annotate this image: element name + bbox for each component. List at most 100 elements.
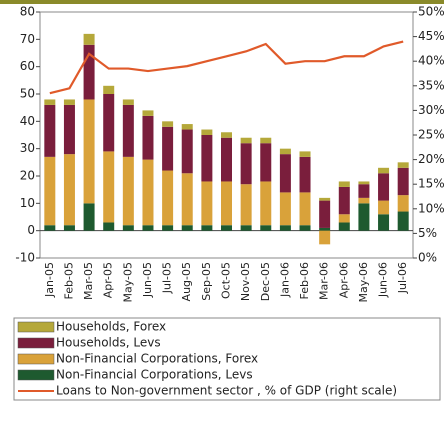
bar-segment (299, 192, 311, 226)
bar-segment (122, 156, 134, 226)
y-tick-label: 0 (27, 223, 35, 237)
y2-tick-label: 10% (418, 201, 444, 215)
x-tick-label: Jan-06 (278, 262, 291, 298)
bar-segment (63, 154, 75, 226)
bar-segment (338, 214, 350, 223)
legend-label: Households, Levs (56, 336, 161, 350)
bar-segment (44, 99, 56, 105)
bar-segment (122, 99, 134, 105)
bar-segment (240, 137, 252, 144)
x-tick-label: Sep-05 (200, 262, 213, 301)
legend-swatch (17, 369, 55, 381)
bar-segment (397, 195, 409, 212)
bar-segment (338, 181, 350, 187)
legend-swatch (17, 321, 55, 333)
bar-segment (181, 225, 193, 231)
bar-segment (221, 137, 232, 182)
y2-tick-label: 45% (418, 29, 444, 43)
bar-segment (201, 135, 213, 182)
bar-segment (44, 225, 56, 231)
bar-segment (260, 181, 272, 226)
top-strip (0, 0, 444, 4)
y-tick-label: 10 (20, 196, 35, 210)
y-tick-label: -10 (15, 251, 35, 265)
bar-segment (279, 192, 291, 226)
x-tick-label: Nov-05 (239, 262, 252, 301)
y2-tick-label: 30% (418, 103, 444, 117)
bar-segment (260, 143, 272, 182)
bar-segment (44, 104, 56, 157)
bar-segment (201, 181, 213, 226)
legend-frame (13, 317, 441, 401)
x-tick-label: Apr-05 (102, 262, 115, 298)
bar-segment (122, 225, 134, 231)
bar-segment (378, 167, 390, 174)
y-tick-label: 50 (20, 87, 35, 101)
bar-segment (279, 154, 291, 193)
bar-segment (240, 225, 252, 231)
bar-segment (358, 184, 370, 198)
bar-segment (358, 203, 370, 231)
y2-tick-label: 20% (418, 152, 444, 166)
bar-segment (63, 104, 75, 155)
bar-segment (299, 151, 311, 157)
bar-segment (358, 181, 370, 185)
bar-segment (240, 184, 252, 226)
bar-segment (378, 200, 390, 215)
x-tick-label: Dec-05 (259, 262, 272, 301)
bar-segment (378, 173, 390, 201)
bar-segment (103, 151, 115, 223)
x-tick-label: Jun-06 (377, 262, 390, 298)
bar-segment (122, 104, 134, 157)
bar-segment (201, 129, 213, 135)
line-series (49, 40, 404, 95)
bar-segment (397, 167, 409, 196)
bar-segment (260, 225, 272, 231)
y-tick-label: 20 (20, 169, 35, 183)
y-tick-label: 80 (20, 5, 35, 19)
bar-segment (397, 211, 409, 231)
legend-label: Non-Financial Corporations, Levs (56, 368, 253, 382)
bar-segment (181, 173, 193, 226)
x-tick-label: Jun-05 (141, 262, 154, 298)
bar-segment (162, 170, 174, 226)
x-tick-label: Oct-05 (220, 262, 233, 299)
y2-tick-label: 5% (418, 226, 437, 240)
y2-tick-label: 50% (418, 5, 444, 19)
x-tick-label: May-06 (357, 262, 370, 303)
bar-segment (142, 225, 154, 231)
bar-segment (358, 197, 370, 204)
x-tick-label: Jul-06 (396, 262, 409, 294)
bar-segment (319, 227, 331, 231)
bar-segment (162, 225, 174, 231)
bar-segment (142, 115, 154, 160)
bar-segment (83, 203, 95, 231)
legend-swatch (17, 353, 55, 365)
x-tick-label: Jul-05 (161, 262, 174, 294)
y2-tick-label: 0% (418, 251, 437, 265)
bar-segment (378, 214, 390, 231)
bar-segment (279, 148, 291, 155)
x-tick-label: Feb-05 (62, 262, 75, 299)
x-tick-label: Mar-05 (82, 262, 95, 300)
bar-segment (319, 230, 331, 245)
bar-segment (279, 225, 291, 231)
bar-segment (221, 132, 232, 138)
legend-label: Households, Forex (56, 320, 166, 334)
y2-tick-label: 25% (418, 128, 444, 142)
y2-tick-label: 35% (418, 78, 444, 92)
bar-segment (44, 156, 56, 226)
bar-segment (83, 99, 95, 204)
bar-segment (240, 143, 252, 185)
bar-segment (319, 200, 331, 228)
y-tick-label: 30 (20, 141, 35, 155)
bar-segment (397, 162, 409, 168)
x-tick-label: Apr-06 (337, 262, 350, 298)
bar-segment (142, 110, 154, 116)
bar-segment (142, 159, 154, 226)
y2-tick-label: 40% (418, 54, 444, 68)
bar-segment (181, 129, 193, 174)
bar-segment (181, 124, 193, 130)
bar-segment (260, 137, 272, 144)
